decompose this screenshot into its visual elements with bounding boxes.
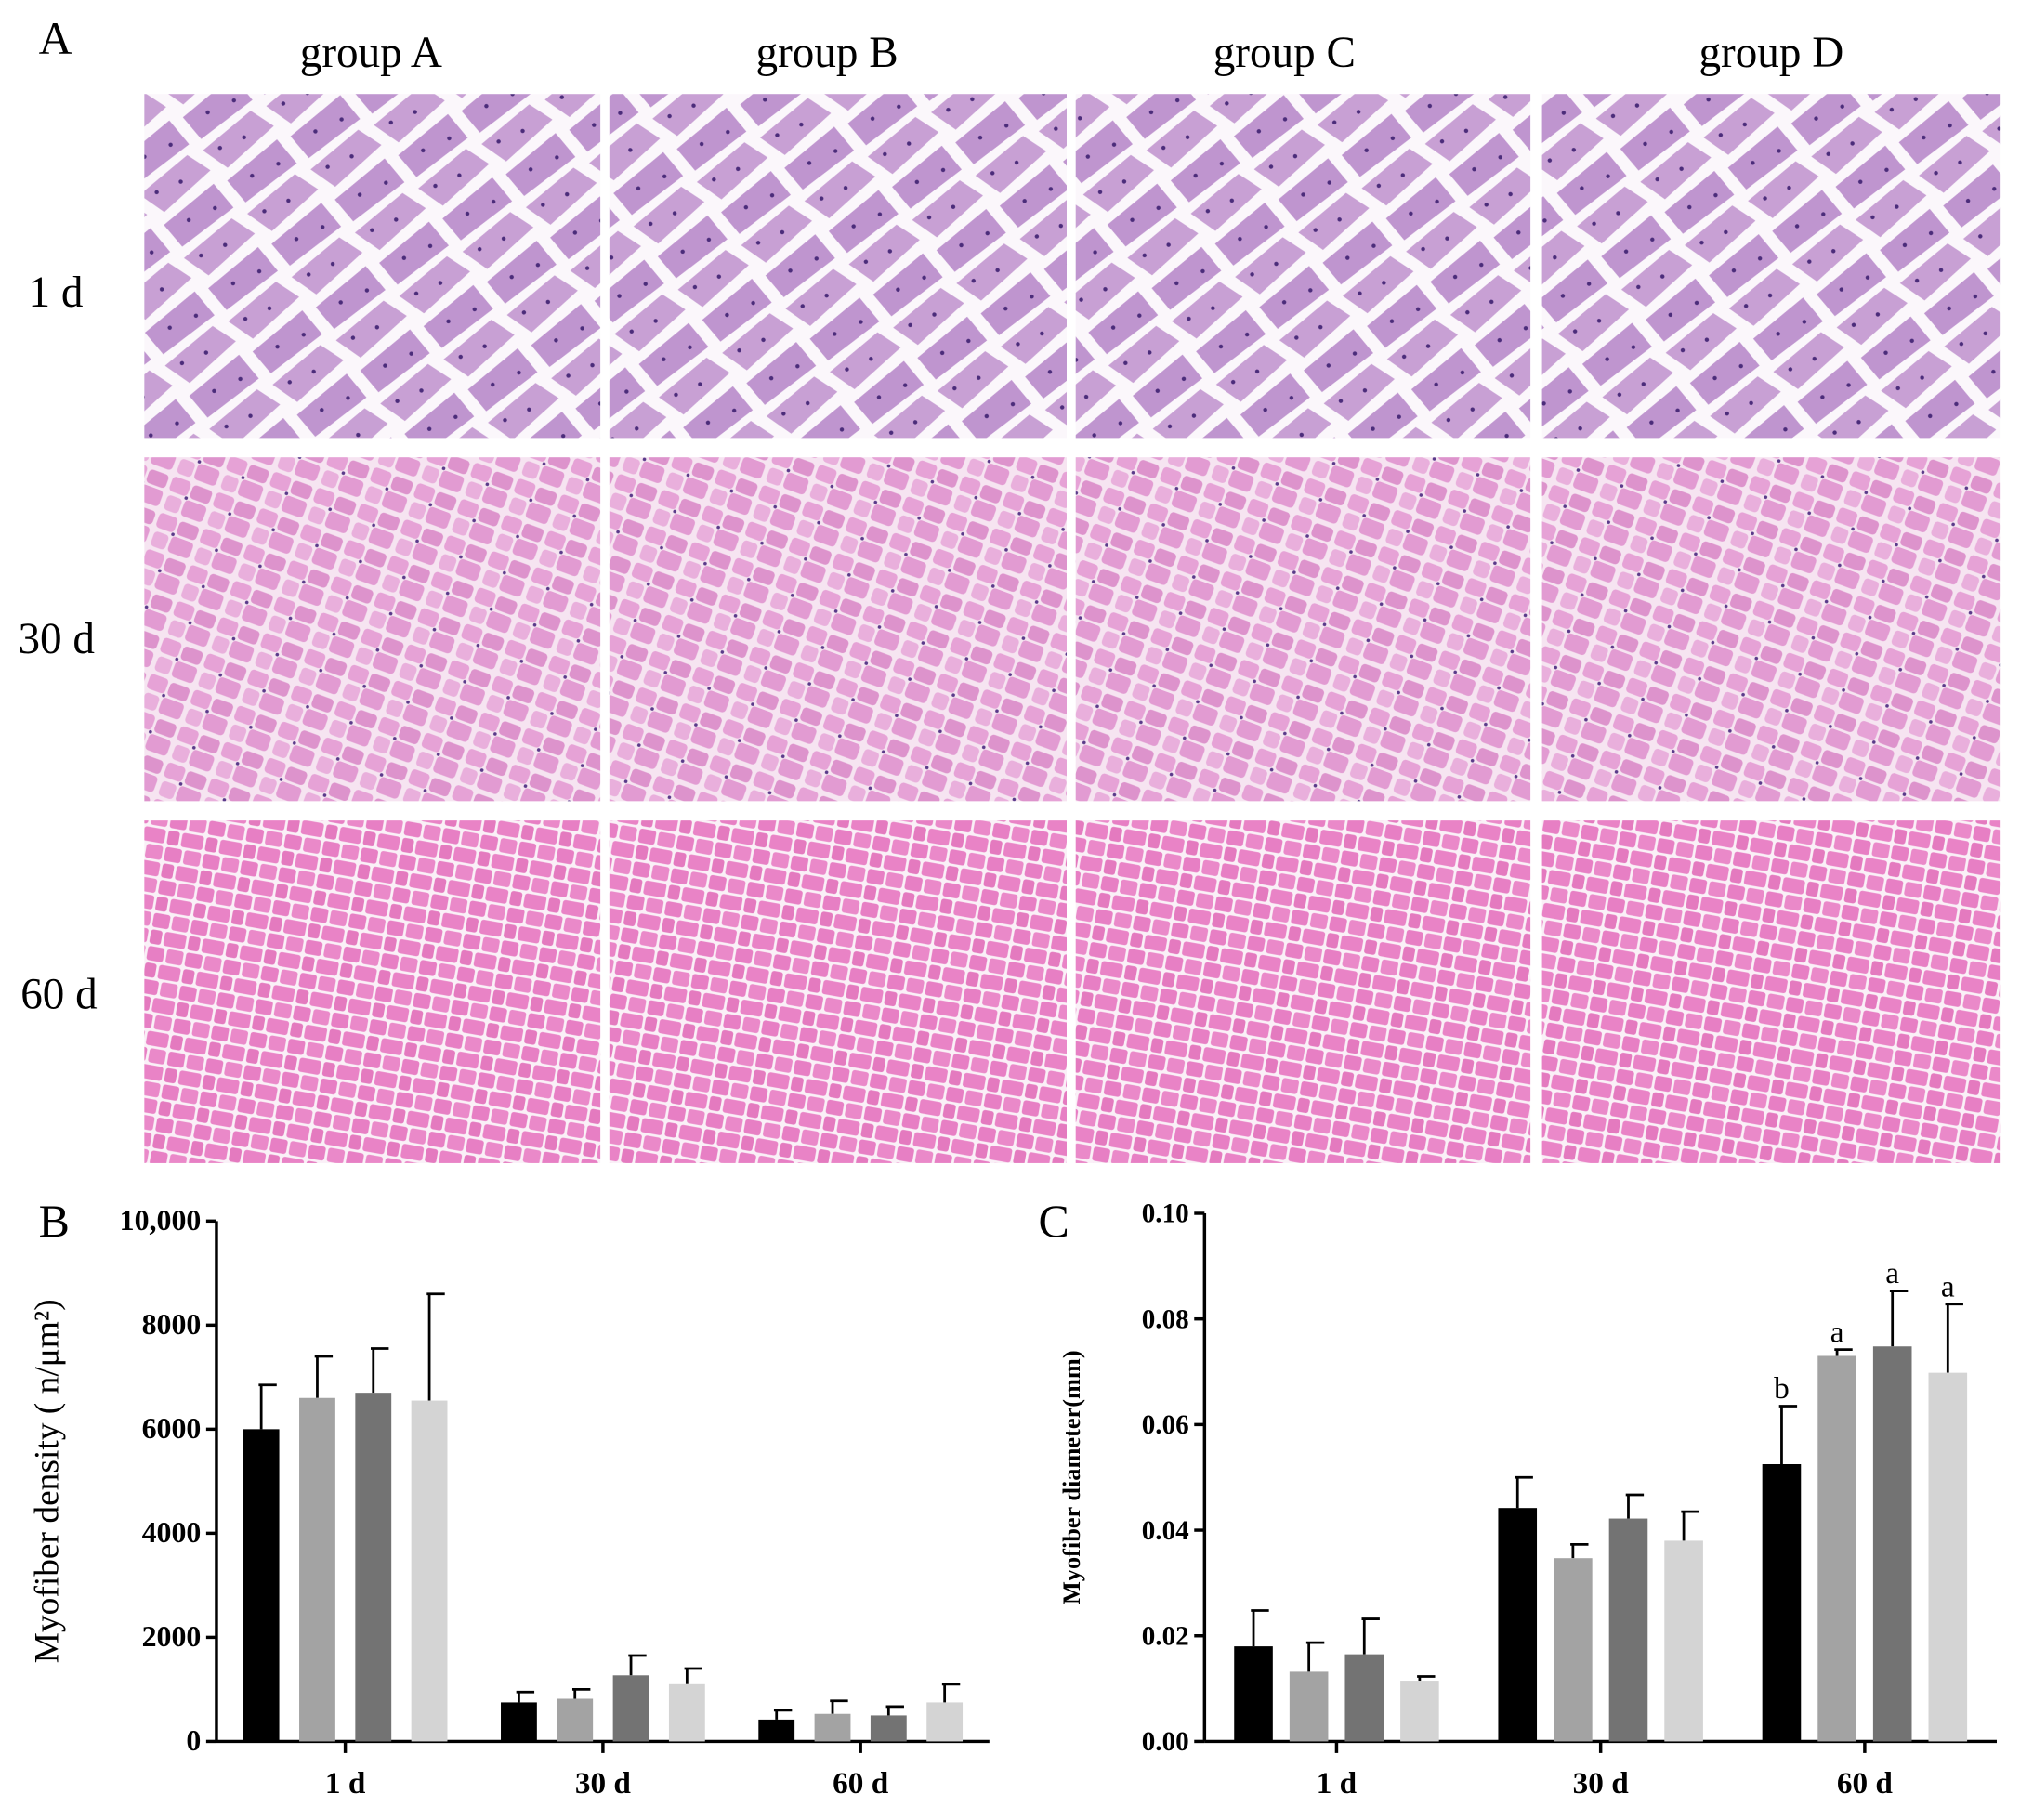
bar: [1400, 1681, 1439, 1742]
x-tick-label: 1 d: [325, 1766, 366, 1800]
histology-image: [609, 94, 1068, 439]
significance-letter: b: [1774, 1371, 1790, 1406]
histology-image: [144, 457, 601, 802]
histology-image: [1541, 94, 2001, 439]
significance-letter: a: [1830, 1315, 1844, 1349]
y-axis-label: Myofiber density ( n/μm²): [28, 1299, 66, 1663]
y-tick-label: 0: [186, 1724, 201, 1757]
column-header: group B: [756, 29, 899, 77]
histology-grid: [144, 94, 2001, 1163]
x-tick-label: 30 d: [1573, 1766, 1630, 1800]
bar: [1498, 1508, 1538, 1742]
bar: [612, 1675, 649, 1742]
x-tick-label: 60 d: [1837, 1766, 1894, 1800]
histology-image: [1541, 820, 2001, 1163]
bar: [1817, 1355, 1856, 1742]
y-tick-label: 0.06: [1142, 1410, 1189, 1440]
histology-image: [144, 94, 601, 439]
bar: [926, 1702, 964, 1742]
bar: [1872, 1346, 1912, 1742]
y-tick-label: 0.04: [1142, 1516, 1189, 1546]
y-tick-label: 8000: [142, 1308, 202, 1341]
bar: [243, 1429, 280, 1742]
panel-label: C: [1039, 1196, 1069, 1247]
row-label: 1 d: [29, 268, 84, 317]
y-tick-label: 0.08: [1142, 1304, 1189, 1334]
panel-label: A: [39, 13, 72, 64]
y-tick-label: 0.00: [1142, 1727, 1189, 1757]
y-tick-label: 4000: [142, 1516, 202, 1549]
column-header: group C: [1213, 29, 1356, 77]
bar: [355, 1393, 392, 1742]
y-tick-label: 6000: [142, 1412, 202, 1445]
y-tick-label: 0.02: [1142, 1621, 1189, 1651]
panel-label: B: [39, 1196, 70, 1247]
bar: [814, 1713, 851, 1742]
bar: [411, 1400, 448, 1742]
column-header: group D: [1699, 29, 1843, 77]
histology-image: [1541, 457, 2001, 802]
x-tick-label: 60 d: [833, 1766, 889, 1800]
histology-image: [144, 820, 601, 1163]
y-tick-label: 2000: [142, 1620, 202, 1653]
bar: [1762, 1464, 1802, 1742]
bar: [1664, 1540, 1703, 1742]
y-tick-label: 10,000: [120, 1204, 202, 1237]
bar: [870, 1715, 907, 1742]
bar: [299, 1397, 335, 1742]
bar: [1289, 1671, 1329, 1742]
y-tick-label: 0.10: [1142, 1199, 1189, 1229]
charts: 0 2000 4000 6000 8000 10,000 Myofiber density …: [28, 1199, 1997, 1800]
bar: [1234, 1646, 1273, 1742]
significance-letter: a: [1885, 1256, 1899, 1290]
row-label: 60 d: [20, 971, 97, 1019]
column-header: group A: [300, 29, 442, 77]
y-axis-label: Myofiber diameter(mm): [1058, 1350, 1085, 1604]
bar: [557, 1698, 594, 1742]
bar: [501, 1702, 537, 1742]
x-tick-label: 1 d: [1317, 1766, 1358, 1800]
bar: [758, 1719, 795, 1742]
histology-image: [609, 820, 1068, 1163]
histology-image: [1075, 457, 1531, 802]
bar: [1554, 1558, 1593, 1742]
bar: [1344, 1654, 1384, 1742]
histology-image: [609, 457, 1068, 802]
histology-image: [1075, 820, 1531, 1163]
histology-image: [1075, 94, 1531, 439]
row-label: 30 d: [18, 615, 94, 663]
x-tick-label: 30 d: [575, 1766, 632, 1800]
bar: [1608, 1518, 1648, 1742]
bar: [668, 1683, 705, 1742]
bar: [1928, 1372, 1968, 1742]
significance-letter: a: [1941, 1269, 1955, 1303]
